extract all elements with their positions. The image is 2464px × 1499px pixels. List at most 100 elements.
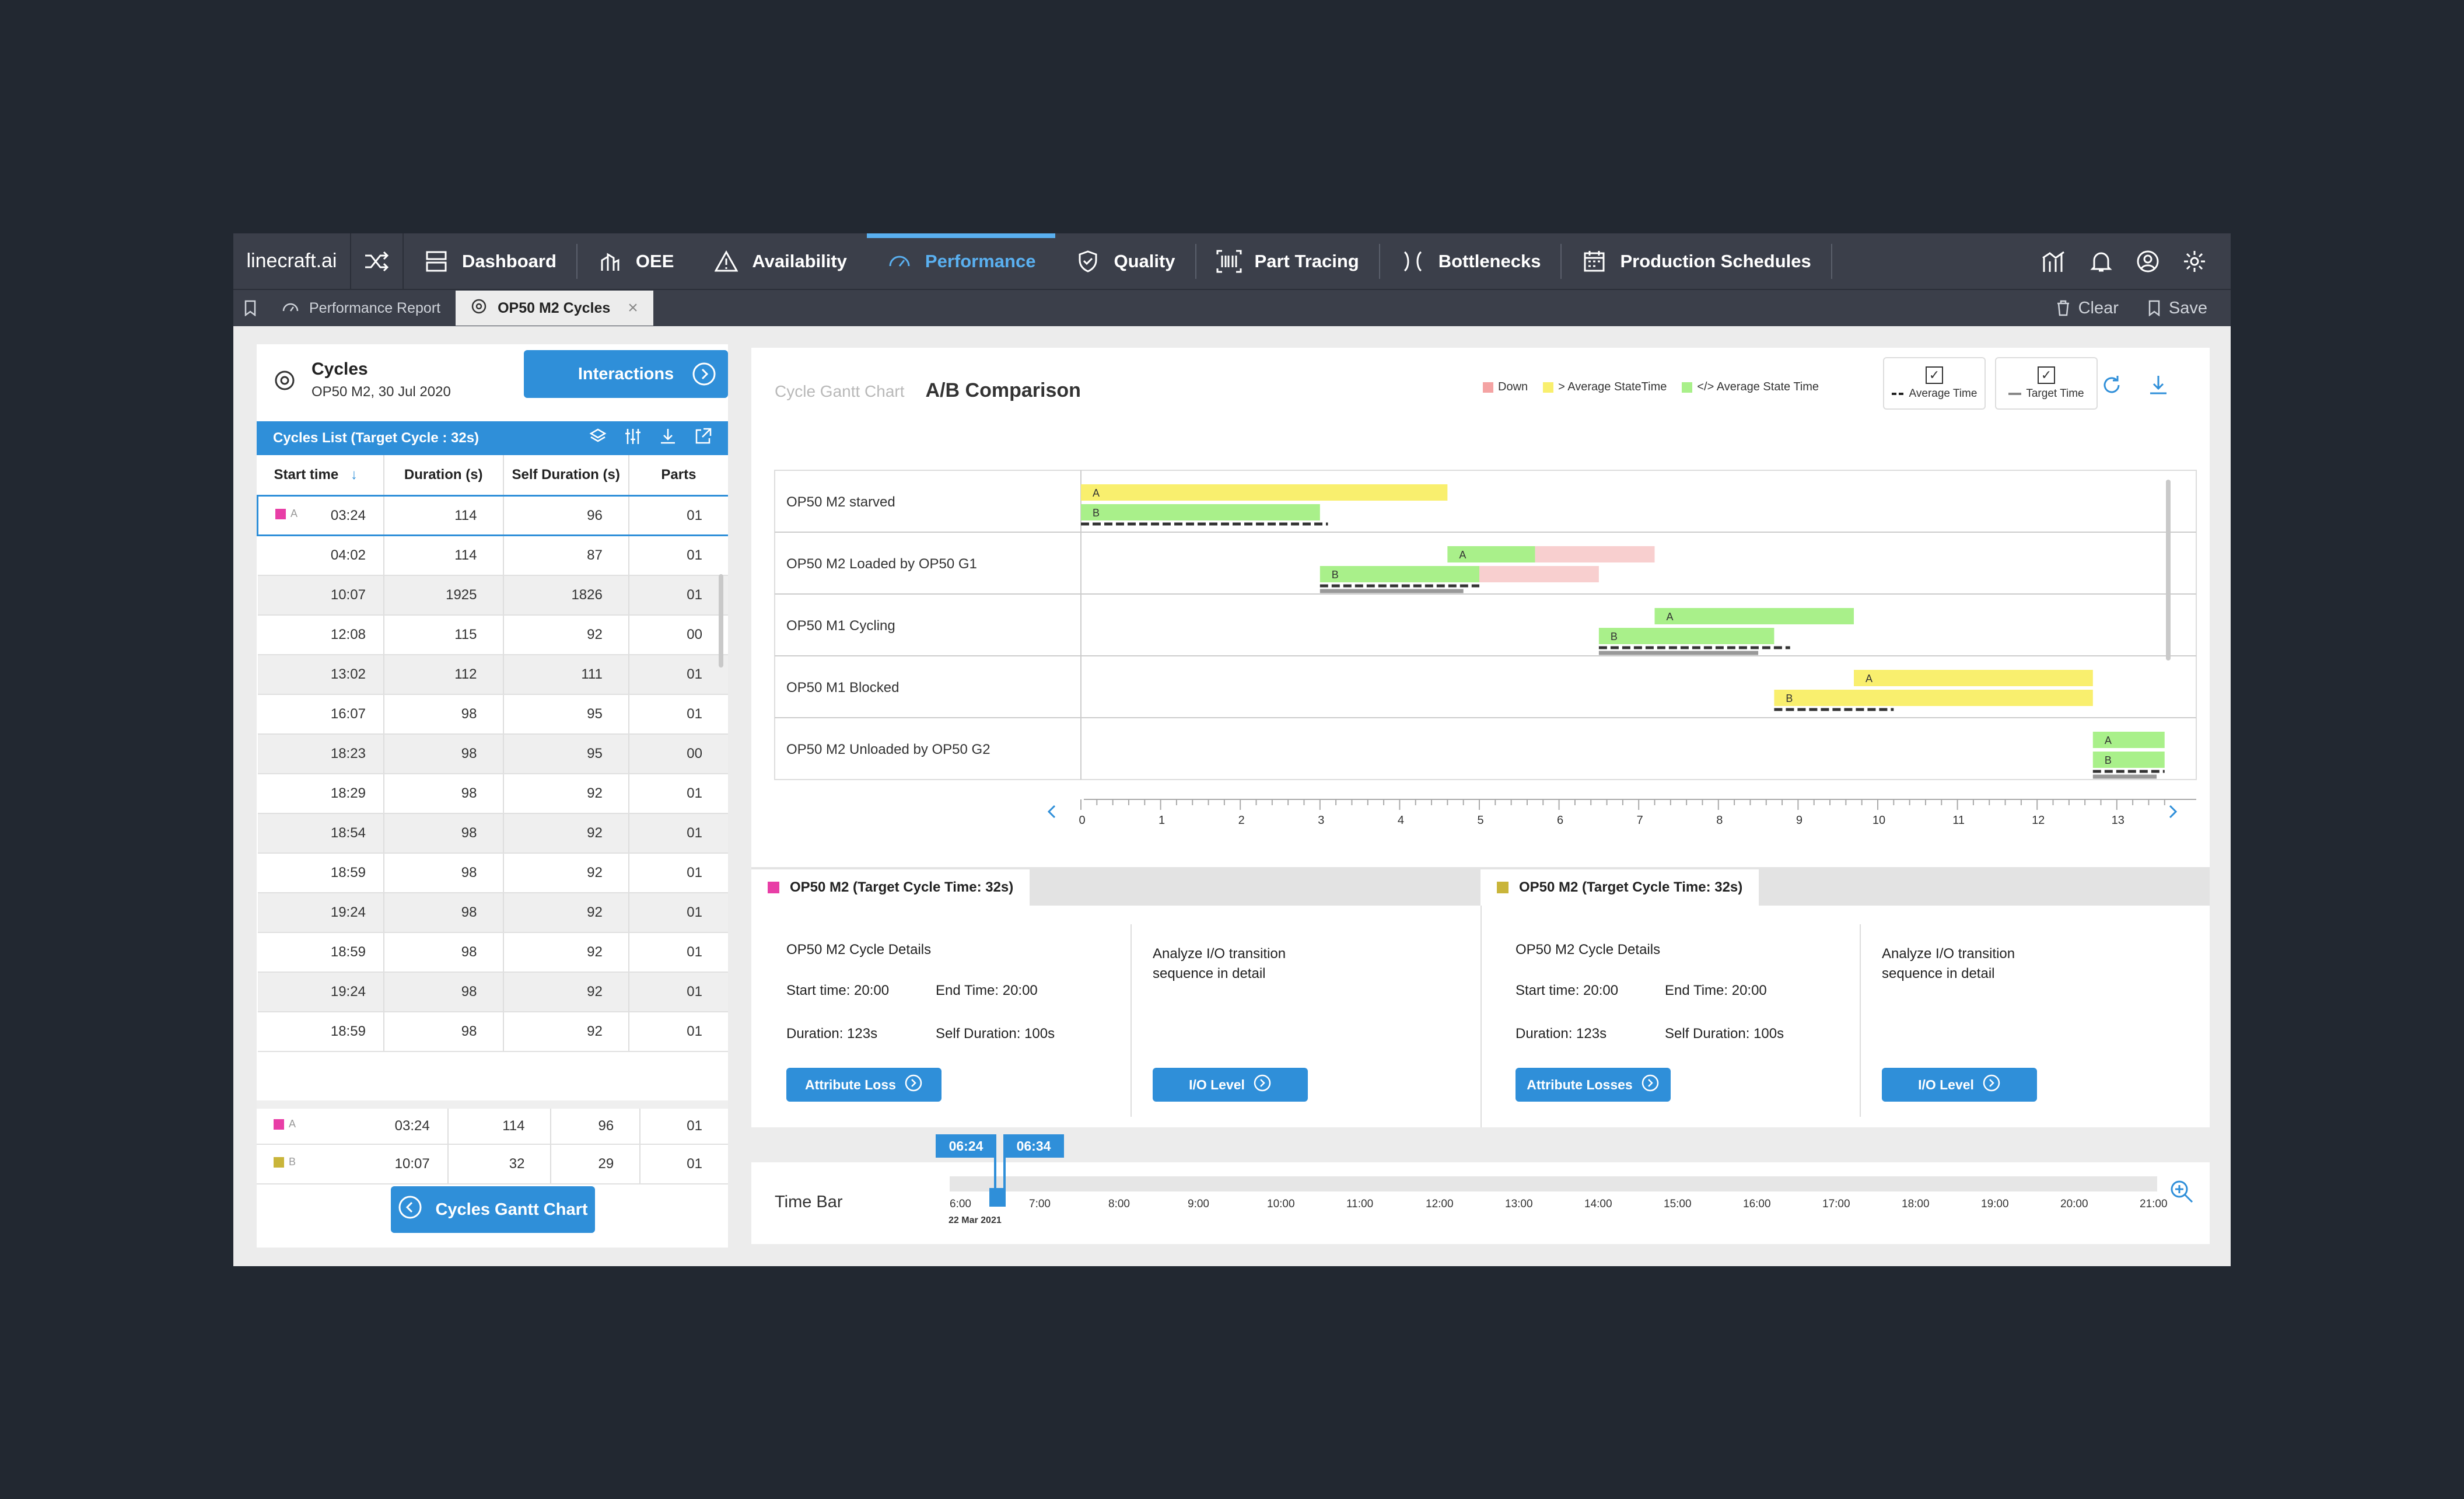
- table-row[interactable]: 18:23 98 95 00: [257, 733, 728, 774]
- scrollbar[interactable]: [719, 574, 723, 668]
- brand-logo[interactable]: linecraft.ai: [233, 233, 351, 289]
- table-row[interactable]: 10:07 1925 1826 01: [257, 575, 728, 616]
- download-icon[interactable]: [2147, 373, 2170, 400]
- settings-icon[interactable]: [2182, 249, 2207, 274]
- column-header-duration[interactable]: Duration (s): [383, 455, 504, 497]
- nav-bottlenecks[interactable]: Bottlenecks: [1378, 243, 1561, 279]
- column-header-parts[interactable]: Parts: [628, 455, 728, 497]
- table-row[interactable]: 18:59 98 92 01: [257, 852, 728, 893]
- gantt-bar-b: [1598, 628, 1774, 644]
- interactions-button[interactable]: Interactions: [524, 350, 728, 398]
- cycles-gantt-chart-button[interactable]: Cycles Gantt Chart: [391, 1186, 595, 1233]
- column-header-self-duration[interactable]: Self Duration (s): [503, 455, 629, 497]
- chevron-left-icon[interactable]: [1047, 805, 1056, 819]
- layers-icon[interactable]: [589, 428, 607, 449]
- table-row[interactable]: 18:54 98 92 01: [257, 813, 728, 854]
- tab-op50-m2-cycles[interactable]: OP50 M2 Cycles ×: [456, 291, 653, 326]
- gantt-bar-b: [1081, 504, 1320, 520]
- table-row[interactable]: 18:59 98 92 01: [257, 932, 728, 973]
- cell-value: 98: [461, 785, 477, 801]
- handle-a-badge: [936, 1134, 996, 1158]
- x-tick-label: 12: [2032, 814, 2045, 827]
- save-button[interactable]: Save: [2148, 299, 2207, 318]
- sub-navigation: Performance Report OP50 M2 Cycles × Clea…: [233, 289, 2231, 326]
- self-duration-value: Self Duration: 100s: [1665, 1026, 1784, 1042]
- time-bar-tick-label: 18:00: [1902, 1198, 1930, 1210]
- bell-icon[interactable]: [2088, 249, 2114, 274]
- attribute-loss-button[interactable]: Attribute Loss: [786, 1068, 942, 1102]
- nav-oee[interactable]: OEE: [576, 243, 694, 279]
- details-tab[interactable]: OP50 M2 (Target Cycle Time: 32s): [1480, 869, 1759, 906]
- cell-self: 92: [503, 892, 629, 933]
- tab-cycle-gantt-chart[interactable]: Cycle Gantt Chart: [775, 382, 905, 400]
- clear-button[interactable]: Clear: [2056, 299, 2119, 318]
- cell-self: 92: [503, 972, 629, 1012]
- download-icon[interactable]: [659, 428, 677, 449]
- table-row[interactable]: 19:24 98 92 01: [257, 892, 728, 933]
- nav-label: Quality: [1114, 250, 1175, 271]
- cell-parts: 01: [628, 1011, 728, 1052]
- tab-ab-comparison[interactable]: A/B Comparison: [925, 379, 1081, 401]
- table-row[interactable]: 13:02 112 111 01: [257, 654, 728, 695]
- nav-quality[interactable]: Quality: [1055, 233, 1195, 289]
- chevron-right-circle-icon: [1982, 1074, 2001, 1096]
- filter-sliders-icon[interactable]: [624, 428, 642, 449]
- attribute-loss-label: Attribute Loss: [805, 1077, 896, 1092]
- cell-value: 19:24: [330, 904, 366, 920]
- nav-performance[interactable]: Performance: [866, 233, 1056, 289]
- cell-value: 18:59: [330, 1023, 366, 1039]
- nav-production-schedules[interactable]: Production Schedules: [1560, 243, 1832, 279]
- x-tick-label: 0: [1079, 814, 1085, 827]
- table-row[interactable]: 04:02 114 87 01: [257, 535, 728, 576]
- close-icon[interactable]: ×: [628, 298, 638, 317]
- time-bar-track: [950, 1176, 2157, 1191]
- cell-value: 29: [598, 1156, 614, 1172]
- cell-self: 92: [503, 614, 629, 655]
- target-time-toggle[interactable]: ✓ Target Time: [1995, 357, 2098, 410]
- x-tick-label: 8: [1716, 814, 1723, 827]
- details-tab[interactable]: OP50 M2 (Target Cycle Time: 32s): [751, 869, 1030, 906]
- cell-value: 01: [687, 547, 702, 563]
- cell-duration: 98: [383, 813, 504, 854]
- table-row[interactable]: A 03:24 114 96 01: [257, 1105, 728, 1145]
- gantt-bar-tag: A: [1866, 673, 1873, 684]
- attribute-loss-button[interactable]: Attribute Losses: [1516, 1068, 1671, 1102]
- cell-duration: 114: [383, 535, 504, 576]
- details-body: OP50 M2 Cycle Details Start time: 20:00 …: [751, 903, 1480, 1127]
- cell-value: 18:59: [330, 864, 366, 880]
- table-row[interactable]: B 10:07 32 29 01: [257, 1144, 728, 1184]
- nav-label: Production Schedules: [1620, 250, 1811, 271]
- time-bar[interactable]: 6:00 7:00 8:00 9:00 10:00 11:00 12:00 13:00 14:0…: [751, 1134, 2210, 1225]
- table-row[interactable]: 18:59 98 92 01: [257, 1011, 728, 1052]
- external-link-icon[interactable]: [694, 428, 712, 449]
- average-time-toggle[interactable]: ✓ Average Time: [1883, 357, 1986, 410]
- io-level-button[interactable]: I/O Level: [1882, 1068, 2037, 1102]
- analytics-icon[interactable]: [2042, 249, 2067, 274]
- cycles-title: Cycles: [312, 359, 368, 379]
- nav-dashboard[interactable]: Dashboard: [404, 233, 576, 289]
- nav-part-tracing[interactable]: Part Tracing: [1195, 243, 1379, 279]
- legend-label: > Average StateTime: [1558, 380, 1667, 393]
- cell-value: 92: [587, 1023, 603, 1039]
- cycles-header: Cycles OP50 M2, 30 Jul 2020: [273, 359, 451, 400]
- cell-value: 114: [502, 1118, 525, 1134]
- column-header-start-time[interactable]: Start time ↓: [257, 455, 384, 497]
- chart-scrollbar[interactable]: [2166, 480, 2171, 661]
- cell-start: 18:29: [257, 773, 384, 814]
- table-row[interactable]: A 03:24 114 96 01: [256, 495, 728, 536]
- user-icon[interactable]: [2135, 249, 2161, 274]
- nav-availability[interactable]: Availability: [694, 233, 867, 289]
- io-level-button[interactable]: I/O Level: [1153, 1068, 1308, 1102]
- cell-start: 18:54: [257, 813, 384, 854]
- table-row[interactable]: 12:08 115 92 00: [257, 614, 728, 655]
- bookmark-icon[interactable]: [233, 291, 267, 326]
- table-row[interactable]: 16:07 98 95 01: [257, 694, 728, 735]
- tab-performance-report[interactable]: Performance Report: [267, 291, 456, 326]
- refresh-icon[interactable]: [2100, 373, 2123, 400]
- chevron-right-icon[interactable]: [2169, 805, 2178, 819]
- table-row[interactable]: 19:24 98 92 01: [257, 972, 728, 1012]
- shuffle-icon[interactable]: [351, 233, 404, 289]
- zoom-in-icon[interactable]: [2169, 1179, 2194, 1207]
- details-body: OP50 M2 Cycle Details Start time: 20:00 …: [1480, 903, 2210, 1127]
- table-row[interactable]: 18:29 98 92 01: [257, 773, 728, 814]
